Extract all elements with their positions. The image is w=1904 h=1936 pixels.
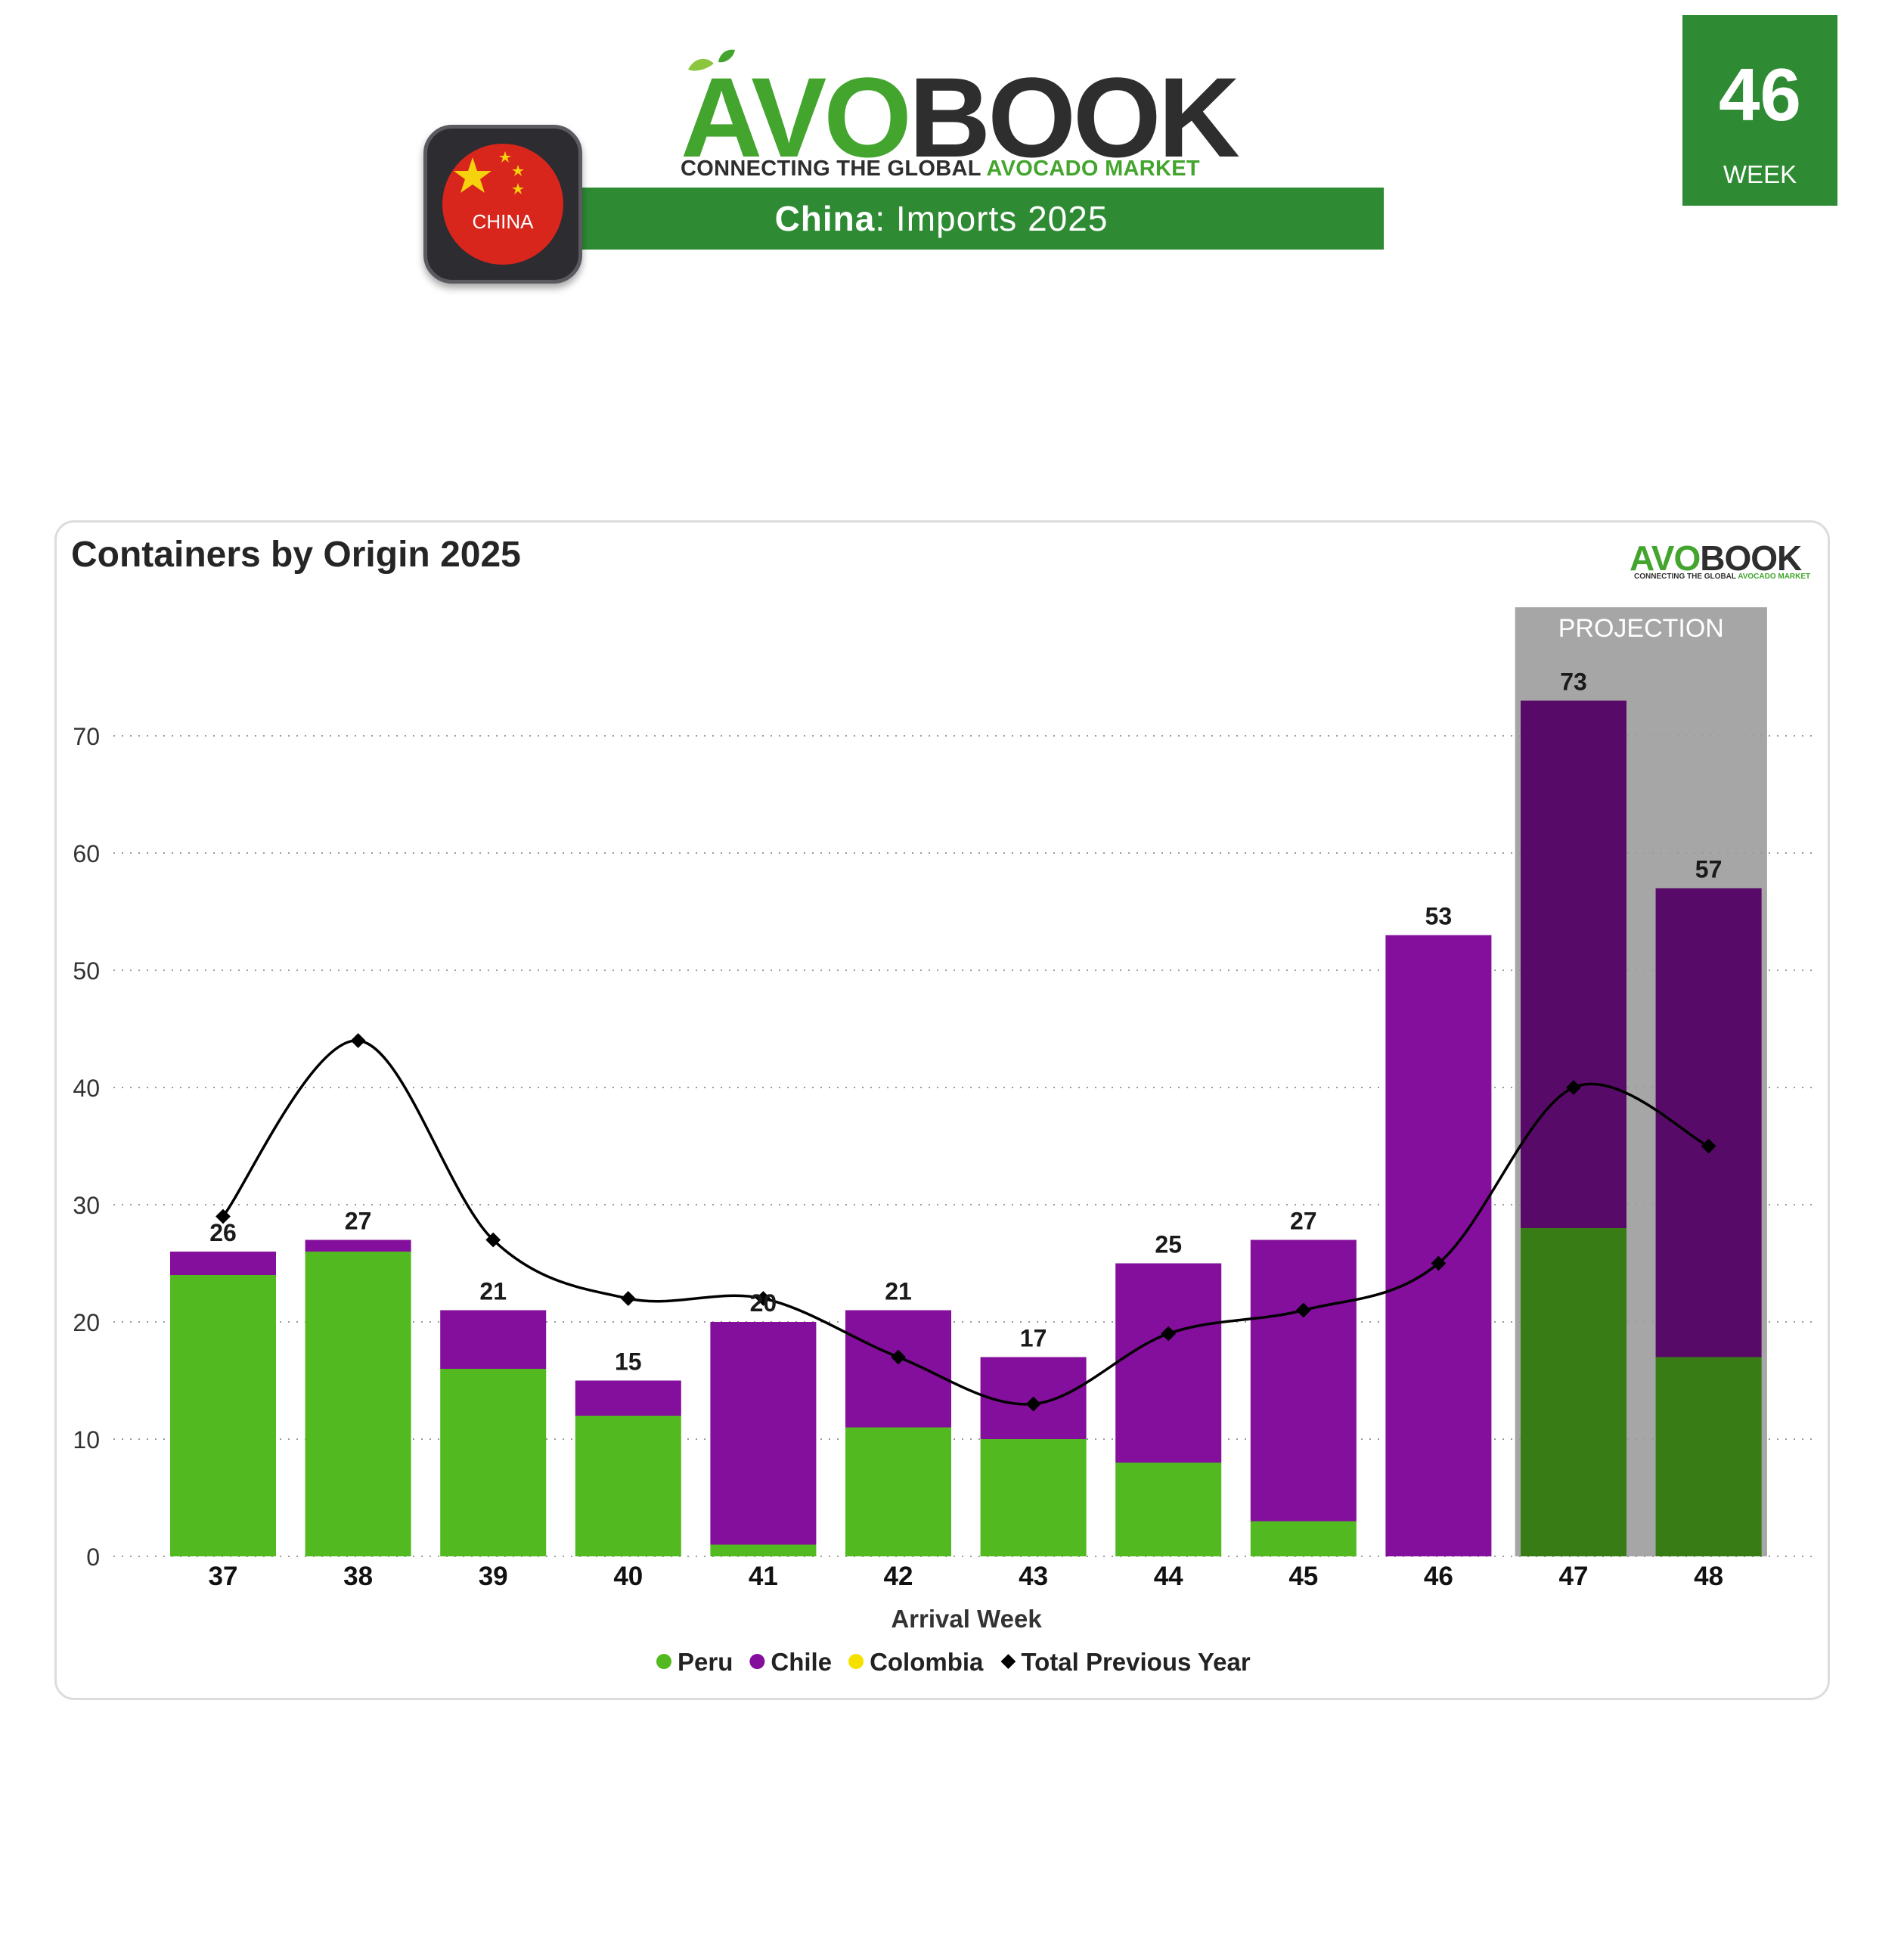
x-tick-label: 45 xyxy=(1288,1562,1318,1591)
x-tick-label: 39 xyxy=(479,1562,508,1591)
bar-chile-40 xyxy=(575,1380,681,1416)
x-tick-label: 40 xyxy=(613,1562,643,1591)
bar-chile-41 xyxy=(710,1322,817,1545)
legend-marker-total-previous-year xyxy=(1000,1654,1016,1669)
x-tick-label: 44 xyxy=(1154,1562,1183,1591)
total-label-44: 25 xyxy=(1155,1231,1182,1258)
logo-wordmark: AVOBOOK xyxy=(681,54,1240,181)
x-tick-label: 48 xyxy=(1694,1562,1723,1591)
chart-title: Containers by Origin 2025 xyxy=(71,535,521,575)
total-label-37: 26 xyxy=(209,1219,237,1246)
previous-year-marker-46 xyxy=(1431,1255,1447,1271)
bar-chile-39 xyxy=(440,1310,547,1369)
total-label-43: 17 xyxy=(1020,1325,1047,1352)
total-label-45: 27 xyxy=(1290,1208,1317,1235)
chart-logo: AVOBOOK CONNECTING THE GLOBAL AVOCADO MA… xyxy=(1630,538,1811,581)
bar-peru-43 xyxy=(980,1439,1087,1556)
previous-year-marker-37 xyxy=(216,1208,231,1224)
bar-peru-45 xyxy=(1250,1521,1357,1556)
bar-peru-48 xyxy=(1655,1357,1762,1556)
previous-year-marker-45 xyxy=(1295,1302,1311,1318)
bar-peru-40 xyxy=(575,1416,681,1556)
legend-marker-colombia xyxy=(848,1654,864,1669)
page-title: China: Imports 2025 xyxy=(774,199,1109,238)
previous-year-marker-44 xyxy=(1161,1326,1177,1342)
y-tick-label: 30 xyxy=(73,1192,100,1219)
legend-label-colombia: Colombia xyxy=(870,1648,984,1676)
projection-bar-shade-48 xyxy=(1655,888,1762,1556)
china-flag-badge: CHINA xyxy=(423,125,582,284)
week-number: 46 xyxy=(1718,53,1801,136)
previous-year-marker-39 xyxy=(485,1232,501,1248)
x-tick-label: 41 xyxy=(749,1562,778,1591)
bar-peru-44 xyxy=(1115,1463,1222,1556)
legend-label-peru: Peru xyxy=(678,1648,733,1676)
bar-chile-45 xyxy=(1250,1239,1357,1522)
total-label-40: 15 xyxy=(615,1348,642,1376)
bar-peru-38 xyxy=(305,1252,411,1556)
legend-label-total-previous-year: Total Previous Year xyxy=(1021,1648,1250,1676)
projection-label: PROJECTION xyxy=(1558,614,1724,643)
previous-year-marker-38 xyxy=(350,1033,366,1048)
total-label-41: 20 xyxy=(750,1289,777,1317)
y-tick-label: 70 xyxy=(73,723,100,750)
total-label-39: 21 xyxy=(479,1278,507,1305)
week-badge: 46 WEEK xyxy=(1682,15,1837,206)
previous-year-marker-43 xyxy=(1025,1396,1041,1412)
bar-peru-39 xyxy=(440,1369,547,1556)
previous-year-marker-47 xyxy=(1566,1080,1581,1095)
flag-label: CHINA xyxy=(472,210,534,233)
legend-marker-chile xyxy=(749,1654,765,1669)
bar-peru-37 xyxy=(170,1275,276,1556)
y-tick-label: 40 xyxy=(73,1075,100,1102)
china-flag-icon: CHINA xyxy=(442,144,563,265)
total-label-47: 73 xyxy=(1560,669,1587,696)
bar-peru-41 xyxy=(710,1544,817,1556)
y-tick-label: 20 xyxy=(73,1309,100,1336)
bar-peru-42 xyxy=(845,1427,951,1556)
previous-year-marker-40 xyxy=(620,1291,636,1306)
legend-label-chile: Chile xyxy=(771,1648,832,1676)
previous-year-marker-48 xyxy=(1701,1138,1716,1154)
week-label: WEEK xyxy=(1723,160,1797,188)
x-tick-label: 46 xyxy=(1424,1562,1453,1591)
x-tick-label: 47 xyxy=(1559,1562,1589,1591)
projection-bar-shade-47 xyxy=(1521,700,1626,1556)
avobook-logo: AVOBOOK CONNECTING THE GLOBAL AVOCADO MA… xyxy=(681,47,1240,187)
x-tick-label: 43 xyxy=(1019,1562,1048,1591)
x-tick-label: 37 xyxy=(209,1562,238,1591)
total-label-46: 53 xyxy=(1425,903,1453,930)
previous-year-line xyxy=(222,1039,1710,1406)
x-tick-label: 42 xyxy=(884,1562,913,1591)
bar-chile-42 xyxy=(845,1310,951,1428)
y-tick-label: 10 xyxy=(73,1426,100,1454)
bar-chile-37 xyxy=(170,1252,276,1275)
x-tick-label: 38 xyxy=(343,1562,373,1591)
y-tick-label: 60 xyxy=(73,840,100,867)
logo-tagline: CONNECTING THE GLOBAL AVOCADO MARKET xyxy=(681,157,1200,181)
bar-peru-47 xyxy=(1521,1228,1626,1556)
bar-chile-38 xyxy=(305,1239,411,1252)
page-title-bar: China: Imports 2025 xyxy=(499,188,1384,250)
y-tick-label: 50 xyxy=(73,957,100,985)
total-label-42: 21 xyxy=(885,1278,912,1305)
leaf-icon xyxy=(688,49,735,71)
total-label-38: 27 xyxy=(345,1208,372,1235)
x-axis-label: Arrival Week xyxy=(891,1605,1042,1633)
total-label-48: 57 xyxy=(1695,856,1723,883)
y-tick-label: 0 xyxy=(86,1544,100,1571)
bar-chile-47 xyxy=(1521,700,1626,1228)
legend-marker-peru xyxy=(656,1654,671,1669)
bar-chile-44 xyxy=(1115,1263,1222,1463)
bar-chile-46 xyxy=(1385,935,1492,1556)
previous-year-marker-41 xyxy=(755,1291,771,1306)
previous-year-marker-42 xyxy=(891,1349,906,1365)
